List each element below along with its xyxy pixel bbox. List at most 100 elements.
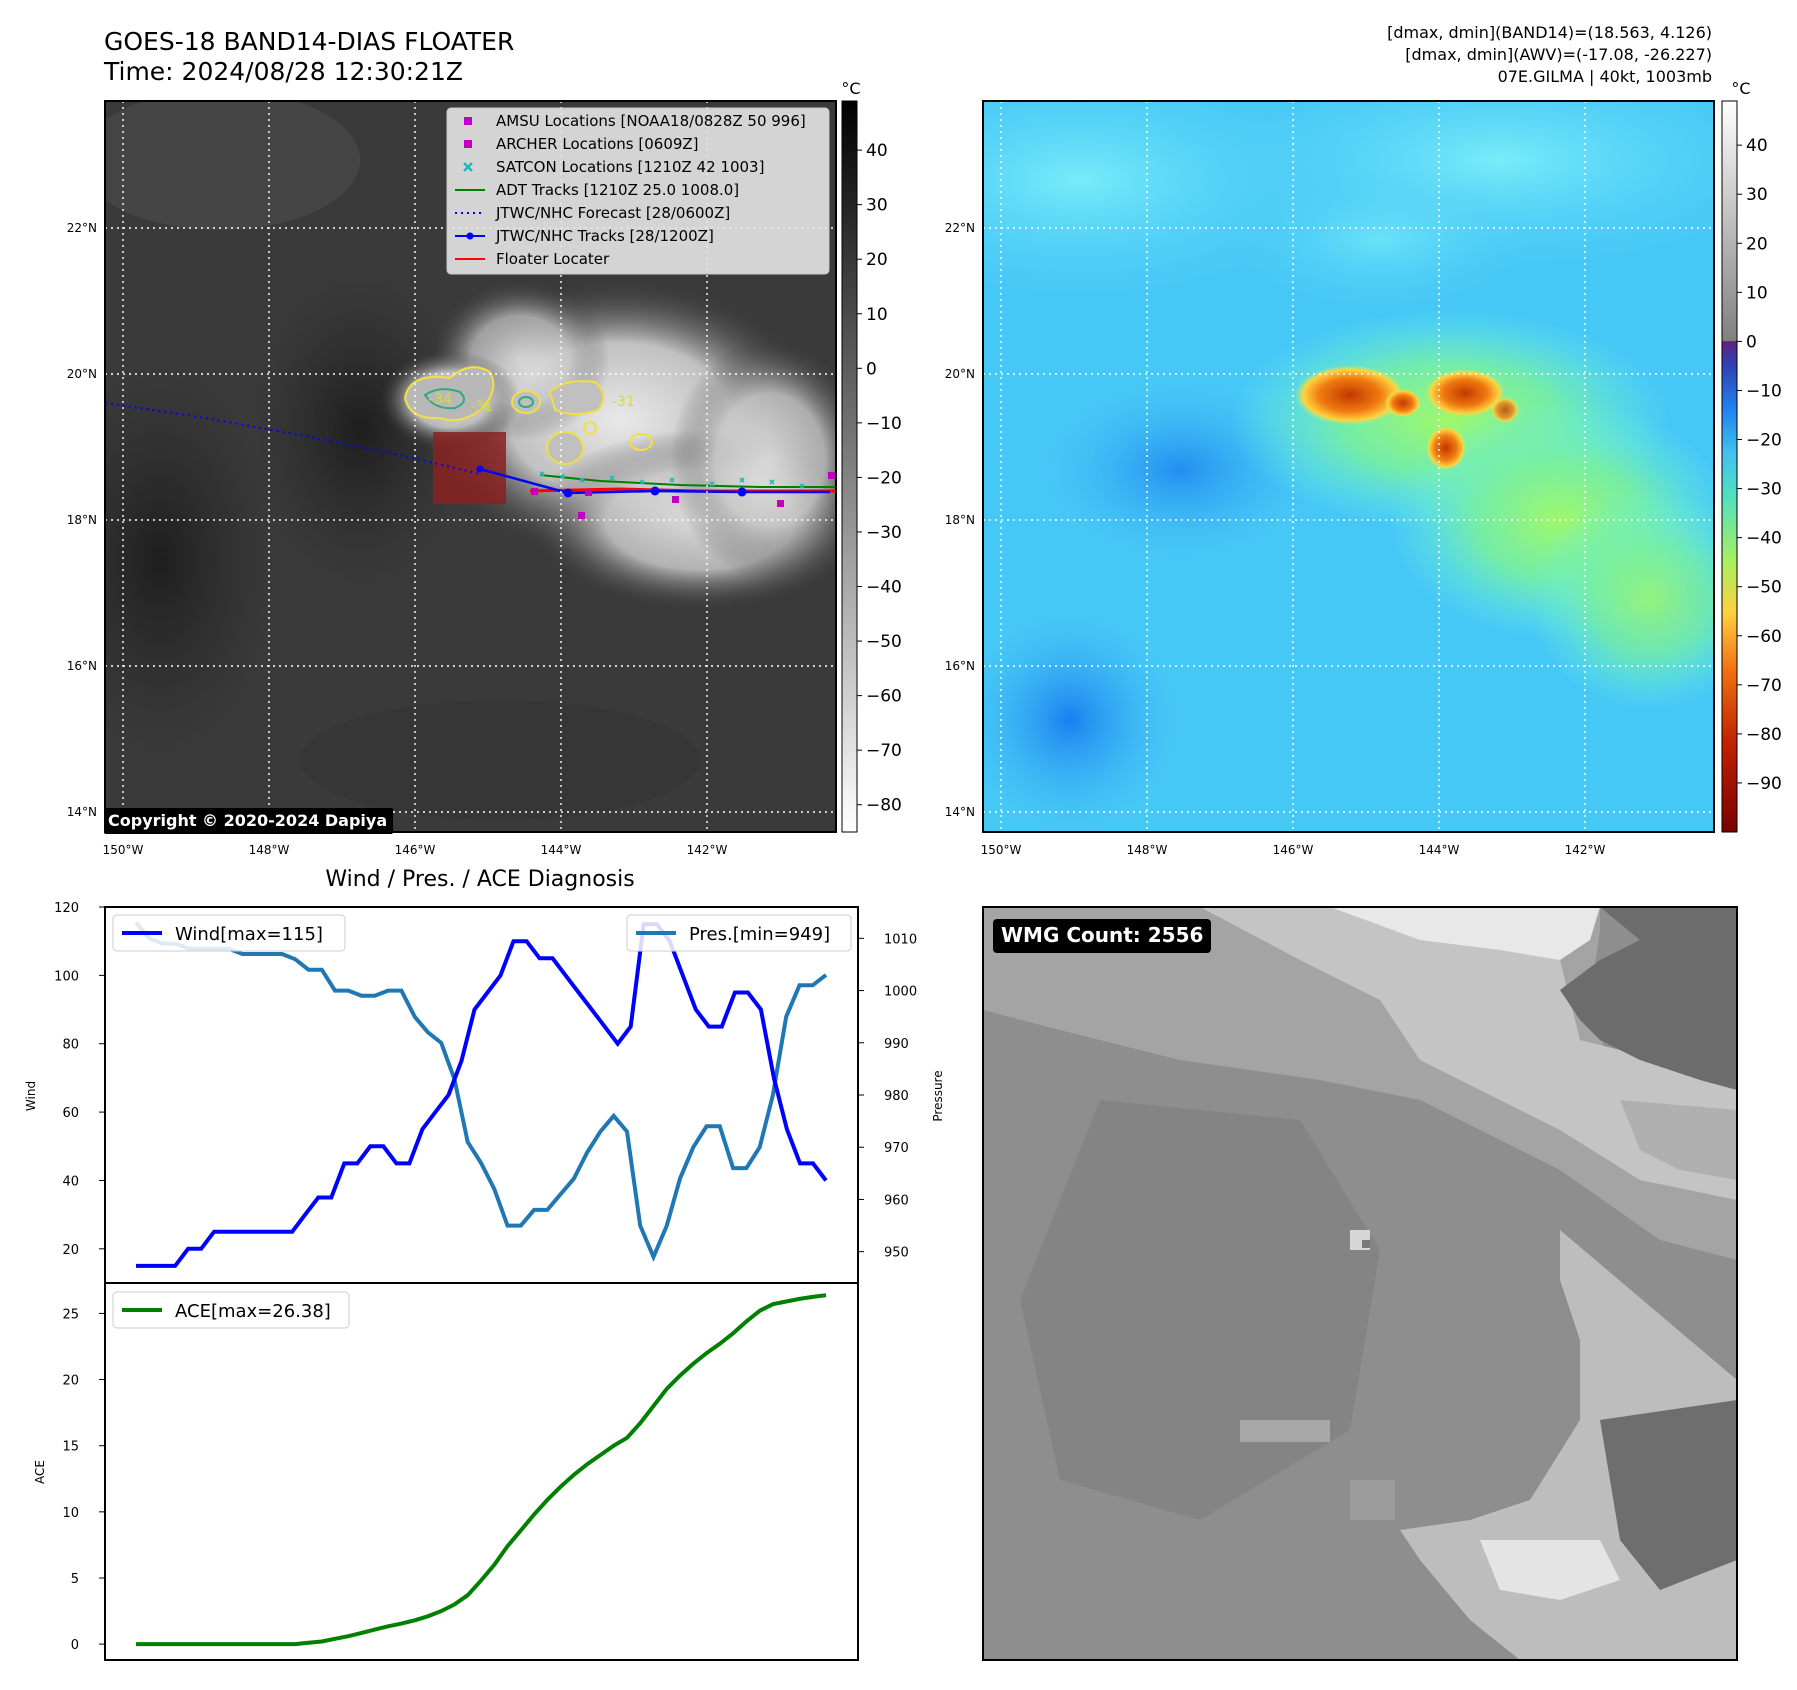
pressure-axis-ticks: 950 960 970 980 990 1000 1010 xyxy=(858,932,917,1261)
amsu-archer-markers xyxy=(531,472,835,519)
ace-tick-label-3: 15 xyxy=(62,1440,79,1455)
wind-axis-label: Wind xyxy=(24,1081,38,1111)
figure-time: Time: 2024/08/28 12:30:21Z xyxy=(103,57,463,86)
lon-labels-b: 150°W 148°W 146°W 144°W 142°W xyxy=(981,843,1606,857)
gray-colorbar-tick-label-0: 40 xyxy=(866,141,888,161)
contour-label-1: -34 xyxy=(428,390,453,408)
wind-tick-label-5: 120 xyxy=(54,901,79,916)
floater-locater-box xyxy=(433,432,506,504)
legend-forecast-label: JTWC/NHC Forecast [28/0600Z] xyxy=(495,204,730,222)
wind-legend: Wind[max=115] xyxy=(112,914,346,952)
gray-colorbar-ticks: 40 30 20 10 0 −10 −20 −30 −40 −50 −60 −70 −80 xyxy=(857,141,902,816)
pressure-series-line xyxy=(134,921,828,1263)
gray-colorbar-tick-label-9: −50 xyxy=(866,632,902,652)
pressure-tick-label-3: 980 xyxy=(884,1089,909,1104)
lon-label-148: 148°W xyxy=(249,843,290,857)
lat-label-16: 16°N xyxy=(67,659,97,673)
color-colorbar-tick-label-3: 10 xyxy=(1746,283,1768,303)
gray-colorbar-tick-label-4: 0 xyxy=(866,359,877,379)
wind-tick-label-4: 100 xyxy=(54,969,79,984)
map-legend: AMSU Locations [NOAA18/0828Z 50 996] ARC… xyxy=(446,107,830,275)
map-gridlines-b xyxy=(983,101,1714,832)
gray-colorbar-tick-label-10: −60 xyxy=(866,687,902,707)
pressure-axis-label: Pressure xyxy=(931,1070,945,1121)
pressure-tick-label-5: 1000 xyxy=(884,985,917,1000)
legend-jtwc-label: JTWC/NHC Tracks [28/1200Z] xyxy=(495,227,714,245)
color-colorbar-tick-label-13: −90 xyxy=(1746,774,1782,794)
wind-tick-label-1: 40 xyxy=(62,1174,79,1189)
wmg-frame xyxy=(982,906,1738,1661)
ace-chart: ACE 0 5 10 15 20 25 ACE[max=26.38] xyxy=(33,1282,859,1661)
ace-tick-label-4: 20 xyxy=(62,1374,79,1389)
info-storm: 07E.GILMA | 40kt, 1003mb xyxy=(1498,67,1712,86)
lat-label-14: 14°N xyxy=(67,805,97,819)
color-colorbar-tick-label-2: 20 xyxy=(1746,234,1768,254)
ace-tick-label-5: 25 xyxy=(62,1307,79,1322)
gray-colorbar: °C 40 30 20 10 0 −10 −20 −30 −40 −50 −60 −70 −80 xyxy=(841,79,902,833)
color-colorbar-tick-label-9: −50 xyxy=(1746,578,1782,598)
wmg-panel xyxy=(983,907,1737,1660)
pressure-tick-label-4: 990 xyxy=(884,1037,909,1052)
satcon-markers xyxy=(539,471,805,489)
info-band14: [dmax, dmin](BAND14)=(18.563, 4.126) xyxy=(1387,23,1712,42)
lat-label-18: 18°N xyxy=(67,513,97,527)
ace-tick-label-1: 5 xyxy=(71,1572,79,1587)
lon-labels-a: 150°W 148°W 146°W 144°W 142°W xyxy=(103,843,728,857)
color-colorbar-tick-label-1: 30 xyxy=(1746,185,1768,205)
gray-colorbar-unit: °C xyxy=(841,79,860,98)
legend-archer-marker xyxy=(464,140,472,148)
lon-label-150: 150°W xyxy=(103,843,144,857)
wind-legend-label: Wind[max=115] xyxy=(175,924,323,945)
ir-map-frame xyxy=(104,100,837,833)
color-colorbar-tick-label-11: −70 xyxy=(1746,676,1782,696)
lat-label-b-20: 20°N xyxy=(945,367,975,381)
color-colorbar-tick-label-7: −30 xyxy=(1746,480,1782,500)
diagnosis-title: Wind / Pres. / ACE Diagnosis xyxy=(325,867,634,892)
gray-colorbar-tick-label-3: 10 xyxy=(866,305,888,325)
lat-labels-b: 22°N 20°N 18°N 16°N 14°N xyxy=(945,221,975,819)
lon-label-b-150: 150°W xyxy=(981,843,1022,857)
lon-label-b-146: 146°W xyxy=(1273,843,1314,857)
copyright-stamp: Copyright © 2020-2024 Dapiya xyxy=(104,808,394,834)
gray-colorbar-tick-label-2: 20 xyxy=(866,250,888,270)
wmg-count-badge: WMG Count: 2556 xyxy=(993,919,1212,953)
lon-label-b-144: 144°W xyxy=(1419,843,1460,857)
lat-label-22: 22°N xyxy=(67,221,97,235)
lat-label-b-18: 18°N xyxy=(945,513,975,527)
ace-tick-label-0: 0 xyxy=(71,1638,79,1653)
pressure-tick-label-2: 970 xyxy=(884,1141,909,1156)
gray-colorbar-tick-label-7: −30 xyxy=(866,523,902,543)
legend-amsu-label: AMSU Locations [NOAA18/0828Z 50 996] xyxy=(496,112,806,130)
color-colorbar-ticks: 40 30 20 10 0 −10 −20 −30 −40 −50 −60 −70 −80 −90 xyxy=(1737,136,1782,794)
wind-series-line xyxy=(136,922,828,1268)
color-colorbar-tick-label-10: −60 xyxy=(1746,627,1782,647)
legend-floater-label: Floater Locater xyxy=(496,250,610,268)
awv-map-frame xyxy=(982,100,1715,833)
wind-axis-ticks: 20 40 60 80 100 120 xyxy=(54,901,105,1258)
wind-tick-label-3: 80 xyxy=(62,1038,79,1053)
info-awv: [dmax, dmin](AWV)=(-17.08, -26.227) xyxy=(1405,45,1712,64)
color-colorbar-unit: °C xyxy=(1731,79,1750,98)
lat-label-20: 20°N xyxy=(67,367,97,381)
color-colorbar-tick-label-6: −20 xyxy=(1746,431,1782,451)
ace-axis-ticks: 0 5 10 15 20 25 xyxy=(62,1307,105,1653)
legend-jtwc-dot xyxy=(466,232,474,240)
lat-label-b-16: 16°N xyxy=(945,659,975,673)
figure-title: GOES-18 BAND14-DIAS FLOATER xyxy=(104,27,514,56)
lat-label-b-22: 22°N xyxy=(945,221,975,235)
wind-pressure-chart: Wind Pressure 20 40 60 80 100 120 950 960 970 98… xyxy=(24,901,945,1284)
ace-legend: ACE[max=26.38] xyxy=(112,1291,350,1329)
pressure-legend-label: Pres.[min=949] xyxy=(689,924,830,945)
cold-cloud-contours xyxy=(403,366,653,465)
lat-labels-a: 22°N 20°N 18°N 16°N 14°N xyxy=(67,221,97,819)
gray-colorbar-tick-label-8: −40 xyxy=(866,578,902,598)
legend-archer-label: ARCHER Locations [0609Z] xyxy=(496,135,699,153)
gray-colorbar-tick-label-6: −20 xyxy=(866,468,902,488)
ace-legend-label: ACE[max=26.38] xyxy=(175,1301,331,1322)
ace-series-line xyxy=(136,1293,827,1647)
pressure-tick-label-1: 960 xyxy=(884,1193,909,1208)
ace-axis-label: ACE xyxy=(33,1460,47,1484)
legend-amsu-marker xyxy=(464,117,472,125)
lon-label-144: 144°W xyxy=(541,843,582,857)
